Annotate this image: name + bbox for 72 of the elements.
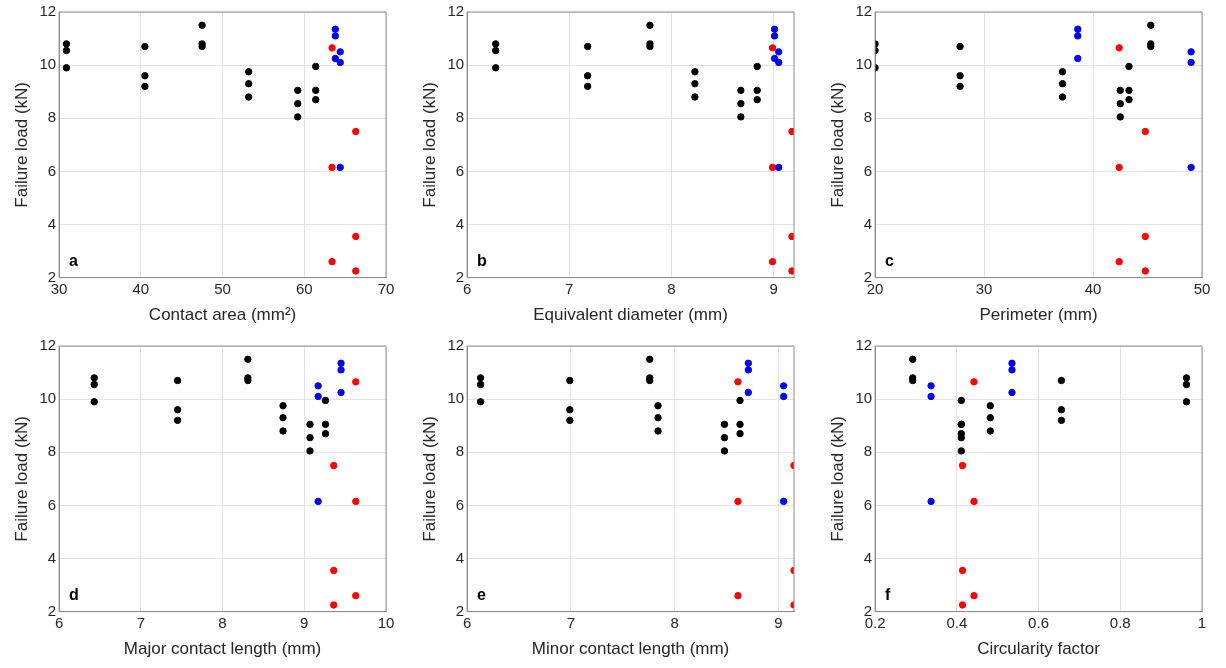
y-tick-label: 4 [47,548,57,566]
y-tick-label: 4 [455,214,465,232]
y-tick-label: 4 [863,214,873,232]
y-tick-label: 12 [39,2,57,20]
y-tick-label: 8 [863,442,873,460]
y-tick-label: 4 [47,214,57,232]
x-tick-label: 9 [774,613,783,631]
x-tick-label: 8 [667,279,676,297]
annotation: c [885,252,895,270]
y-tick-label: 6 [47,161,57,179]
x-tick-label: 7 [566,613,576,631]
annotation: f [885,586,892,604]
y-tick-label: 12 [447,2,465,20]
y-tick-label: 8 [455,442,465,460]
x-tick-label: 40 [132,279,150,297]
y-tick-label: 8 [47,108,57,126]
y-tick-label: 6 [47,495,57,513]
y-tick-label: 8 [455,108,465,126]
x-tick-label: 0.6 [1028,613,1049,631]
y-tick-label: 12 [39,336,57,354]
x-tick-label: 0.8 [1109,613,1131,631]
y-tick-label: 2 [455,601,465,619]
x-tick-label: 50 [1193,279,1211,297]
x-tick-label: 1 [1197,613,1207,631]
x-tick-label: 8 [218,613,227,631]
y-tick-label: 4 [455,548,465,566]
x-axis-title: Contact area (mm²) [148,305,297,325]
y-axis-title: Failure load (kN) [11,415,31,542]
y-tick-label: 8 [863,108,873,126]
y-tick-label: 4 [863,548,873,566]
y-tick-label: 10 [447,55,465,73]
x-axis-title: Circularity factor [977,639,1101,659]
y-tick-label: 10 [855,55,873,73]
y-tick-label: 2 [455,267,465,285]
y-tick-label: 10 [39,55,57,73]
annotation: b [477,252,488,270]
y-tick-label: 12 [447,336,465,354]
x-tick-label: 60 [295,279,313,297]
y-axis-title: Failure load (kN) [827,81,847,208]
x-tick-label: 8 [670,613,679,631]
y-tick-label: 10 [855,389,873,407]
y-axis-title: Failure load (kN) [827,415,847,542]
x-tick-label: 7 [565,279,574,297]
annotation: d [69,586,79,604]
x-axis-title: Major contact length (mm) [123,639,322,659]
y-tick-label: 2 [47,601,57,619]
y-tick-label: 10 [447,389,465,407]
y-tick-label: 12 [855,2,873,20]
y-tick-label: 6 [863,495,873,513]
x-tick-label: 0.4 [946,613,968,631]
y-tick-label: 12 [855,336,873,354]
y-tick-label: 6 [863,161,873,179]
y-axis-title: Failure load (kN) [419,81,439,208]
y-tick-label: 6 [455,161,465,179]
x-axis-title: Perimeter (mm) [979,305,1098,325]
y-axis-title: Failure load (kN) [11,81,31,208]
x-tick-label: 70 [377,279,395,297]
x-axis-title: Minor contact length (mm) [531,639,730,659]
x-tick-label: 30 [975,279,993,297]
annotation: e [477,586,487,604]
x-tick-label: 9 [769,279,778,297]
y-axis-title: Failure load (kN) [419,415,439,542]
y-tick-label: 10 [39,389,57,407]
x-tick-label: 40 [1084,279,1102,297]
x-tick-label: 9 [300,613,309,631]
x-tick-label: 10 [377,613,395,631]
x-tick-label: 50 [214,279,231,297]
y-tick-label: 6 [455,495,465,513]
y-tick-label: 8 [47,442,57,460]
x-tick-label: 7 [136,613,145,631]
x-axis-title: Equivalent diameter (mm) [533,305,728,325]
annotation: a [69,252,79,270]
